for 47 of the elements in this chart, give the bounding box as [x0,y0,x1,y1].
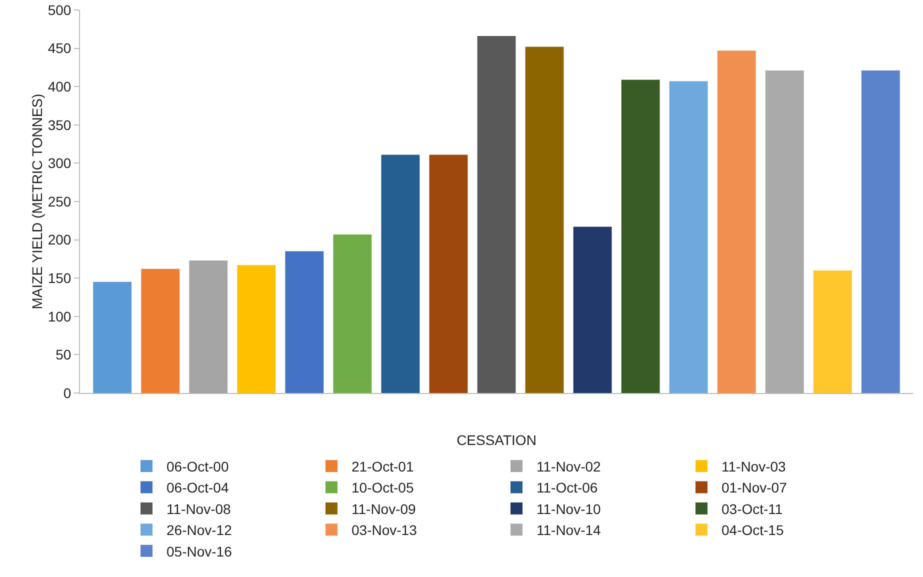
bar [285,251,324,393]
legend-label: 10-Oct-05 [352,480,414,496]
bar [861,70,900,393]
bar [525,46,564,393]
legend-label: 11-Nov-09 [352,500,416,517]
y-tick-label: 300 [48,155,72,172]
legend-label: 21-Oct-01 [352,458,414,475]
bar [189,260,228,393]
bar [573,226,612,393]
legend-label: 11-Nov-02 [536,458,602,475]
y-tick-label: 150 [48,270,72,286]
y-tick-label: 500 [48,2,72,18]
y-tick-label: 200 [48,232,72,248]
legend-label: 01-Nov-07 [722,480,788,496]
bar [669,81,708,393]
bar [93,282,132,393]
bar [477,36,516,393]
legend-label: 11-Nov-08 [166,500,232,517]
y-tick-label: 0 [63,384,72,401]
y-tick-label: 50 [56,346,72,363]
legend-label: 06-Oct-00 [166,458,229,475]
x-axis-title: CESSATION [456,432,536,448]
y-tick-label: 400 [48,78,72,94]
bar [429,154,468,393]
y-tick-label: 100 [48,308,72,324]
legend-label: 05-Nov-16 [166,543,232,560]
bar [237,265,276,393]
bar [381,154,420,393]
legend-label: 04-Oct-15 [722,522,784,538]
bar [813,270,852,393]
bar [765,70,804,393]
legend-label: 11-Nov-14 [536,522,602,538]
legend-label: 11-Nov-10 [536,500,602,517]
legend-label: 03-Nov-13 [352,522,418,538]
y-tick-label: 250 [48,193,72,210]
bar [717,50,756,393]
y-tick-label: 350 [48,116,72,133]
bar [621,80,660,393]
legend-label: 03-Oct-11 [722,500,783,517]
y-tick-label: 450 [48,40,72,56]
legend-label: 26-Nov-12 [166,522,232,538]
bar [333,234,372,393]
legend-label: 06-Oct-04 [166,480,229,496]
bar [141,268,180,393]
legend-label: 11-Oct-06 [536,480,598,496]
legend-label: 11-Nov-03 [722,458,786,475]
y-axis-title: MAIZE YIELD (METRIC TONNES) [29,94,45,310]
